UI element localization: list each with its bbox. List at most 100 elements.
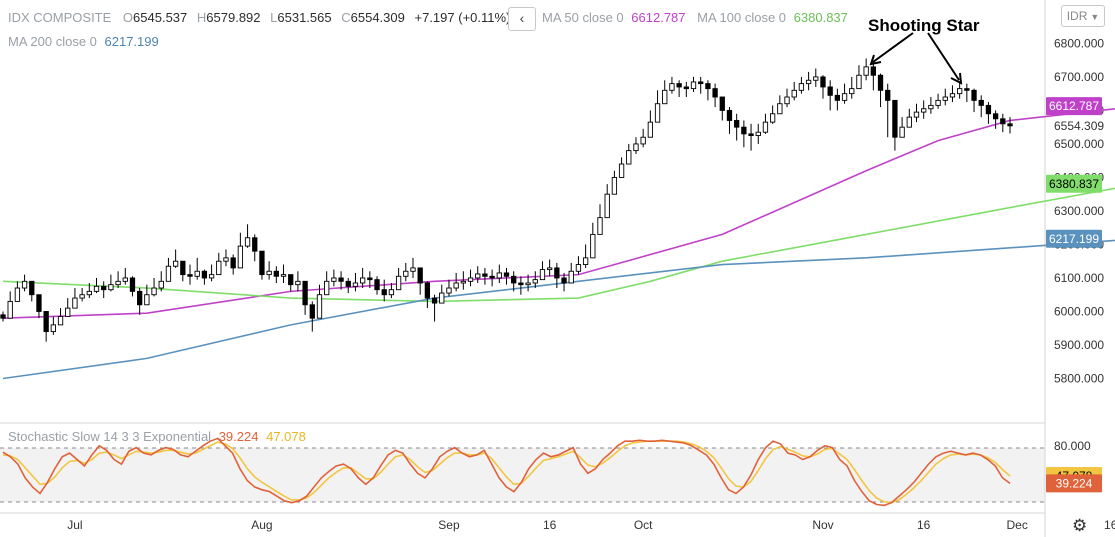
candle-up <box>158 280 164 289</box>
open-value: 6545.537 <box>133 10 188 25</box>
candle-down <box>985 104 992 115</box>
change-value: +7.197 (+0.11%) <box>414 10 511 25</box>
ma-header-row2: MA 200 close 0 6217.199 <box>8 34 159 49</box>
candle-up <box>244 237 251 247</box>
candle-up <box>7 300 13 319</box>
ma50-price-tag: 6612.787 <box>1049 99 1099 113</box>
candle-up <box>935 99 941 106</box>
candle-down <box>187 274 193 277</box>
candle-up <box>388 289 395 296</box>
candle-up <box>841 93 848 101</box>
candle-up <box>72 297 78 309</box>
currency-selector[interactable]: IDR ▼ <box>1061 5 1105 27</box>
candle-down <box>561 277 567 284</box>
ma100-price-tag-bg <box>1046 174 1102 193</box>
chevron-left-icon: ‹ <box>519 10 525 26</box>
open-label: O <box>122 10 134 25</box>
price-tick-label: 6100.000 <box>1054 271 1104 285</box>
price-tick-label: 6300.000 <box>1054 204 1104 218</box>
stoch-k-tag: 39.224 <box>1056 476 1093 490</box>
chevron-down-icon: ▼ <box>1090 12 1100 22</box>
candle-down <box>971 89 977 101</box>
candle-down <box>511 275 517 284</box>
candle-up <box>547 267 553 271</box>
candle-up <box>626 150 632 165</box>
candle-down <box>705 83 711 90</box>
candle-up <box>618 163 625 178</box>
candle-up <box>762 121 769 133</box>
candle-up <box>439 292 445 304</box>
ma200-value: 6217.199 <box>104 34 159 49</box>
candle-down <box>101 285 107 291</box>
candle-down <box>748 133 754 137</box>
candle-down <box>137 290 143 306</box>
candle-up <box>208 274 215 279</box>
candle-down <box>0 314 6 319</box>
ma-header-row1: MA 50 close 0 6612.787 MA 100 close 0 63… <box>542 10 848 25</box>
candle-up <box>496 272 502 279</box>
candle-down <box>877 74 884 91</box>
osc-header: Stochastic Slow 14 3 3 Exponential 39.22… <box>8 429 306 444</box>
candle-down <box>741 126 747 135</box>
candle-down <box>259 250 265 276</box>
candle-up <box>475 273 481 279</box>
candle-up <box>172 260 179 267</box>
ma50-label: MA 50 close 0 <box>542 10 624 25</box>
candle-up <box>467 277 474 282</box>
candle-up <box>331 277 337 282</box>
candle-down <box>424 282 431 299</box>
candle-up <box>324 280 330 296</box>
candle-down <box>431 297 438 304</box>
candle-up <box>57 316 64 326</box>
candle-up <box>568 270 574 284</box>
candle-down <box>1007 123 1013 127</box>
candle-down <box>288 274 294 286</box>
ma100-label: MA 100 close 0 <box>697 10 787 25</box>
price-tick-label: 6700.000 <box>1054 70 1104 84</box>
candle-down <box>180 260 186 276</box>
candle-up <box>316 294 323 319</box>
candle-down <box>381 289 387 296</box>
candle-down <box>345 280 351 287</box>
candle-down <box>992 113 999 120</box>
candle-up <box>949 93 956 98</box>
high-value: 6579.892 <box>206 10 261 25</box>
candle-up <box>532 279 538 284</box>
low-value: 6531.565 <box>277 10 332 25</box>
time-tick-label: Nov <box>812 518 833 532</box>
gear-icon[interactable]: ⚙ <box>1072 516 1088 535</box>
time-tick-label: 16 <box>543 518 557 532</box>
ma200-price-tag: 6217.199 <box>1049 232 1099 246</box>
candle-down <box>554 267 560 279</box>
candle-down <box>834 94 841 101</box>
candle-up <box>863 66 869 76</box>
candle-up <box>151 287 157 296</box>
stoch-k-tag-bg <box>1046 474 1102 493</box>
candle-down <box>417 267 423 284</box>
candle-up <box>165 265 172 282</box>
candle-up <box>755 131 761 137</box>
close-value: 6554.309 <box>350 10 405 25</box>
candle-up <box>295 280 301 286</box>
time-tick-label: Jul <box>67 518 82 532</box>
close-label: C <box>341 10 351 25</box>
candle-down <box>885 89 891 101</box>
candle-up <box>525 282 531 286</box>
candle-up <box>410 267 416 272</box>
time-tick-label: Oct <box>634 518 653 532</box>
candle-up <box>65 307 71 317</box>
candle-up <box>784 96 790 105</box>
ma100-price-tag: 6380.837 <box>1049 177 1099 191</box>
candle-up <box>662 89 668 105</box>
collapse-legend-button[interactable]: ‹ <box>508 7 536 31</box>
candle-down <box>734 120 740 128</box>
candle-down <box>230 257 236 269</box>
candle-down <box>503 272 510 277</box>
candle-up <box>928 104 934 110</box>
candle-down <box>338 277 344 282</box>
time-tick-label: Sep <box>438 518 460 532</box>
ma100-line <box>2 187 1115 303</box>
candle-up <box>957 88 963 95</box>
candle-down <box>374 279 380 291</box>
